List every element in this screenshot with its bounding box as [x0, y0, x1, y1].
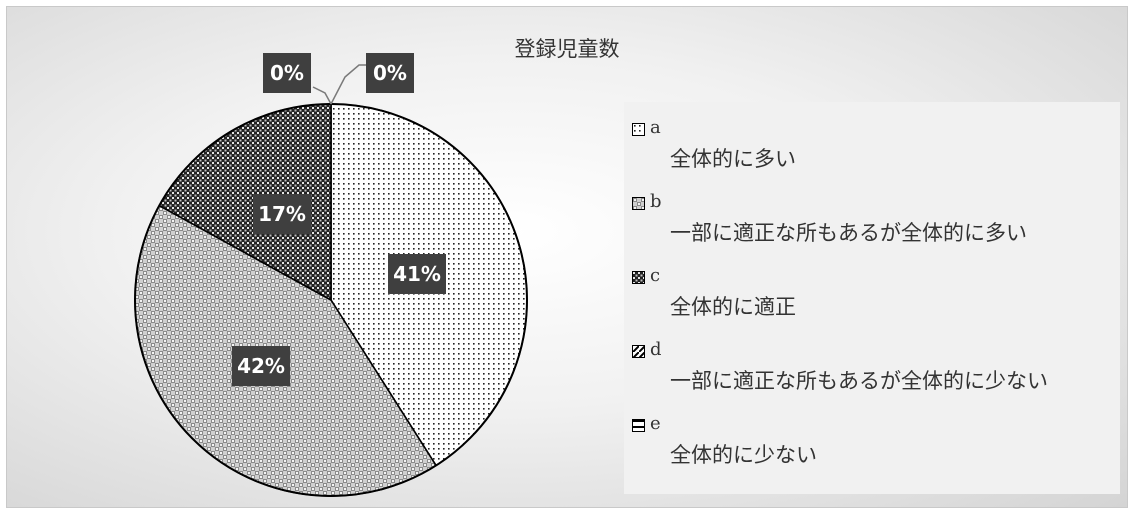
data-label-box-a: [388, 254, 446, 294]
leader-line-e: [330, 64, 367, 105]
data-label-a: 41%: [388, 254, 446, 294]
legend-swatch-a: [632, 123, 645, 136]
data-label-text-a: 41%: [393, 262, 441, 286]
legend-desc-e: 全体的に少ない: [670, 443, 817, 467]
legend-desc-b: 一部に適正な所もあるが全体的に多い: [670, 221, 1027, 245]
leader-line-d: [312, 86, 332, 105]
legend-letter-b: b: [650, 191, 662, 212]
legend-item-d: d 一部に適正な所もあるが全体的に少ない: [632, 336, 1112, 396]
legend-desc-d: 一部に適正な所もあるが全体的に少ない: [670, 369, 1048, 393]
legend-desc-a: 全体的に多い: [670, 147, 796, 171]
data-label-b: 42%: [232, 346, 290, 386]
data-label-e: 0%: [366, 53, 414, 93]
data-label-c: 17%: [253, 194, 311, 234]
data-label-text-d: 0%: [270, 61, 304, 85]
data-label-text-e: 0%: [373, 61, 407, 85]
legend-item-c: c 全体的に適正: [632, 262, 1112, 322]
legend-swatch-c: [632, 271, 645, 284]
data-label-box-c: [253, 194, 311, 234]
legend-item-e: e 全体的に少ない: [632, 410, 1112, 470]
chart-title: 登録児童数: [514, 37, 620, 61]
data-label-d: 0%: [263, 53, 311, 93]
chart-legend: a 全体的に多い b 一部に適正な所もあるが全体的に多い c 全体的に適正 d …: [624, 102, 1120, 494]
legend-item-a: a 全体的に多い: [632, 114, 1112, 174]
legend-swatch-b: [632, 197, 645, 210]
data-label-box-d: [263, 53, 311, 93]
legend-letter-d: d: [650, 339, 662, 360]
legend-desc-c: 全体的に適正: [670, 295, 796, 319]
data-label-text-b: 42%: [237, 354, 285, 378]
legend-swatch-e: [632, 419, 645, 432]
data-label-box-e: [366, 53, 414, 93]
data-label-text-c: 17%: [258, 202, 306, 226]
chart-area: 41% 42% 17% 0% 0% 登録児童数 a 全体的に多い b 一部に適正な所もあ…: [6, 6, 1128, 508]
legend-letter-a: a: [650, 117, 661, 138]
data-label-box-b: [232, 346, 290, 386]
pie-chart: 41% 42% 17% 0% 0%: [134, 53, 528, 497]
legend-letter-c: c: [650, 265, 661, 286]
legend-item-b: b 一部に適正な所もあるが全体的に多い: [632, 188, 1112, 248]
legend-swatch-d: [632, 345, 645, 358]
legend-letter-e: e: [650, 413, 661, 434]
